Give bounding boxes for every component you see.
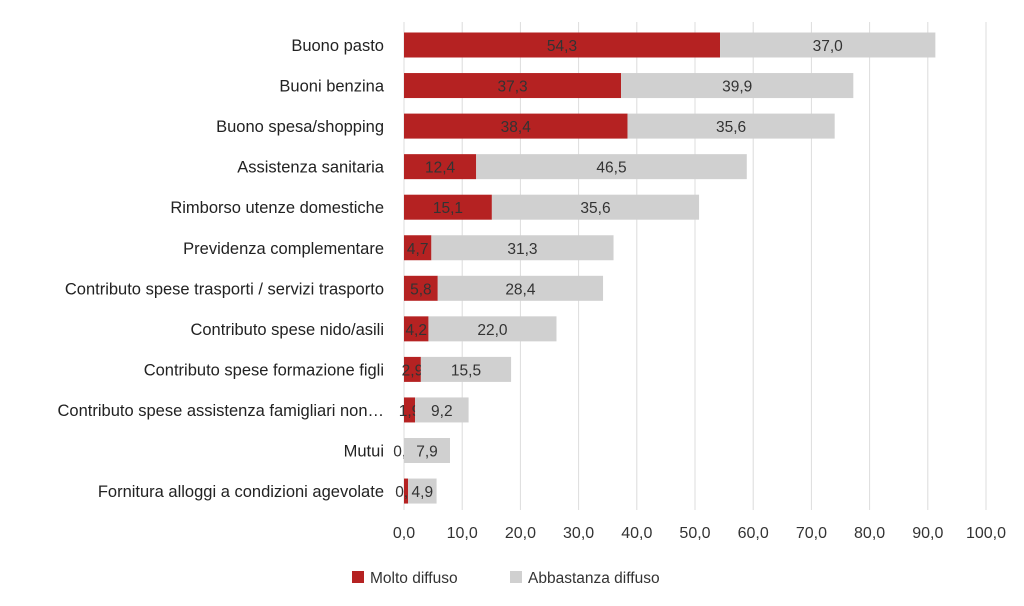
data-label-molto-diffuso: 15,1 [433, 200, 463, 217]
legend: Molto diffuso Abbastanza diffuso [352, 570, 660, 587]
data-label-abbastanza-diffuso: 39,9 [722, 79, 752, 96]
bar-abbastanza-diffuso [431, 235, 614, 261]
bar-abbastanza-diffuso [408, 478, 437, 504]
data-label-molto-diffuso: 4,7 [407, 241, 429, 258]
legend-label-molto-diffuso: Molto diffuso [370, 570, 458, 587]
data-label-abbastanza-diffuso: 31,3 [507, 241, 537, 258]
category-label: Fornitura alloggi a condizioni agevolate [98, 483, 384, 501]
bar-abbastanza-diffuso [415, 397, 469, 423]
data-label-abbastanza-diffuso: 35,6 [580, 200, 610, 217]
bar-abbastanza-diffuso [621, 73, 854, 99]
x-tick-label: 50,0 [679, 525, 710, 542]
x-tick-label: 40,0 [621, 525, 652, 542]
bar-molto-diffuso [404, 73, 622, 99]
data-label-abbastanza-diffuso: 46,5 [596, 160, 626, 177]
data-label-abbastanza-diffuso: 22,0 [477, 322, 508, 339]
bar-abbastanza-diffuso [420, 356, 512, 382]
x-axis-tick-labels: 0,0 10,0 20,0 30,0 40,0 50,0 60,0 70,0 80,0 90,0 1… [393, 525, 1006, 542]
category-label: Assistenza sanitaria [237, 159, 385, 177]
bar-abbastanza-diffuso [428, 316, 557, 342]
legend-label-abbastanza-diffuso: Abbastanza diffuso [528, 570, 660, 587]
bar-abbastanza-diffuso [491, 194, 700, 220]
data-label-molto-diffuso: 38,4 [501, 119, 532, 136]
category-label: Contributo spese formazione figli [144, 361, 384, 379]
category-labels: Buono pasto Buoni benzina Buono spesa/shop… [58, 37, 385, 501]
category-label: Contributo spese nido/asili [190, 321, 384, 339]
bar-molto-diffuso [404, 356, 421, 382]
bar-abbastanza-diffuso [720, 32, 936, 58]
x-tick-label: 100,0 [966, 525, 1006, 542]
bar-abbastanza-diffuso [627, 113, 835, 139]
data-label-molto-diffuso: 1,9 [399, 403, 421, 420]
x-tick-label: 10,0 [447, 525, 478, 542]
grid-lines [403, 22, 987, 510]
data-label-molto-diffuso: 37,3 [497, 79, 527, 96]
category-label: Buono pasto [291, 37, 384, 55]
x-tick-label: 70,0 [796, 525, 827, 542]
data-label-abbastanza-diffuso: 4,9 [412, 484, 434, 501]
bar-molto-diffuso [404, 275, 438, 301]
bar-abbastanza-diffuso [476, 154, 747, 180]
legend-swatch-molto-diffuso [352, 571, 364, 583]
bar-molto-diffuso [404, 235, 432, 261]
bar-molto-diffuso [404, 154, 477, 180]
bar-abbastanza-diffuso [437, 275, 604, 301]
data-label-molto-diffuso: 2,9 [402, 362, 424, 379]
x-tick-label: 20,0 [505, 525, 536, 542]
data-label-abbastanza-diffuso: 9,2 [431, 403, 453, 420]
category-label: Buoni benzina [279, 78, 384, 96]
legend-swatch-abbastanza-diffuso [510, 571, 522, 583]
category-label: Buono spesa/shopping [216, 118, 384, 136]
data-label-molto-diffuso: 54,3 [547, 38, 577, 55]
bar-molto-diffuso [404, 113, 628, 139]
category-label: Mutui [344, 443, 384, 461]
bar-molto-diffuso [404, 478, 409, 504]
bar-molto-diffuso [404, 316, 429, 342]
data-label-abbastanza-diffuso: 7,9 [416, 444, 438, 461]
category-label: Contributo spese assistenza famigliari n… [58, 402, 385, 420]
bar-abbastanza-diffuso [404, 438, 450, 463]
x-tick-label: 80,0 [854, 525, 885, 542]
x-tick-label: 30,0 [563, 525, 594, 542]
category-label: Rimborso utenze domestiche [170, 199, 384, 217]
data-label-molto-diffuso: 12,4 [425, 160, 456, 177]
data-label-abbastanza-diffuso: 15,5 [451, 362, 481, 379]
x-tick-label: 60,0 [738, 525, 769, 542]
data-label-abbastanza-diffuso: 28,4 [505, 281, 536, 298]
bars: 54,3 37,0 37,3 39,9 38,4 35,6 12,4 46,5 15,1 35,6… [393, 32, 936, 504]
bar-molto-diffuso [404, 397, 416, 423]
x-tick-label: 0,0 [393, 525, 415, 542]
data-label-molto-diffuso: 4,2 [405, 322, 427, 339]
x-tick-label: 90,0 [912, 525, 943, 542]
data-label-abbastanza-diffuso: 35,6 [716, 119, 746, 136]
bar-molto-diffuso [404, 32, 721, 58]
data-label-molto-diffuso: 5,8 [410, 281, 432, 298]
data-label-abbastanza-diffuso: 37,0 [813, 38, 844, 55]
category-label: Contributo spese trasporti / servizi tra… [65, 280, 384, 298]
bar-molto-diffuso [404, 194, 492, 220]
category-label: Previdenza complementare [183, 240, 384, 258]
